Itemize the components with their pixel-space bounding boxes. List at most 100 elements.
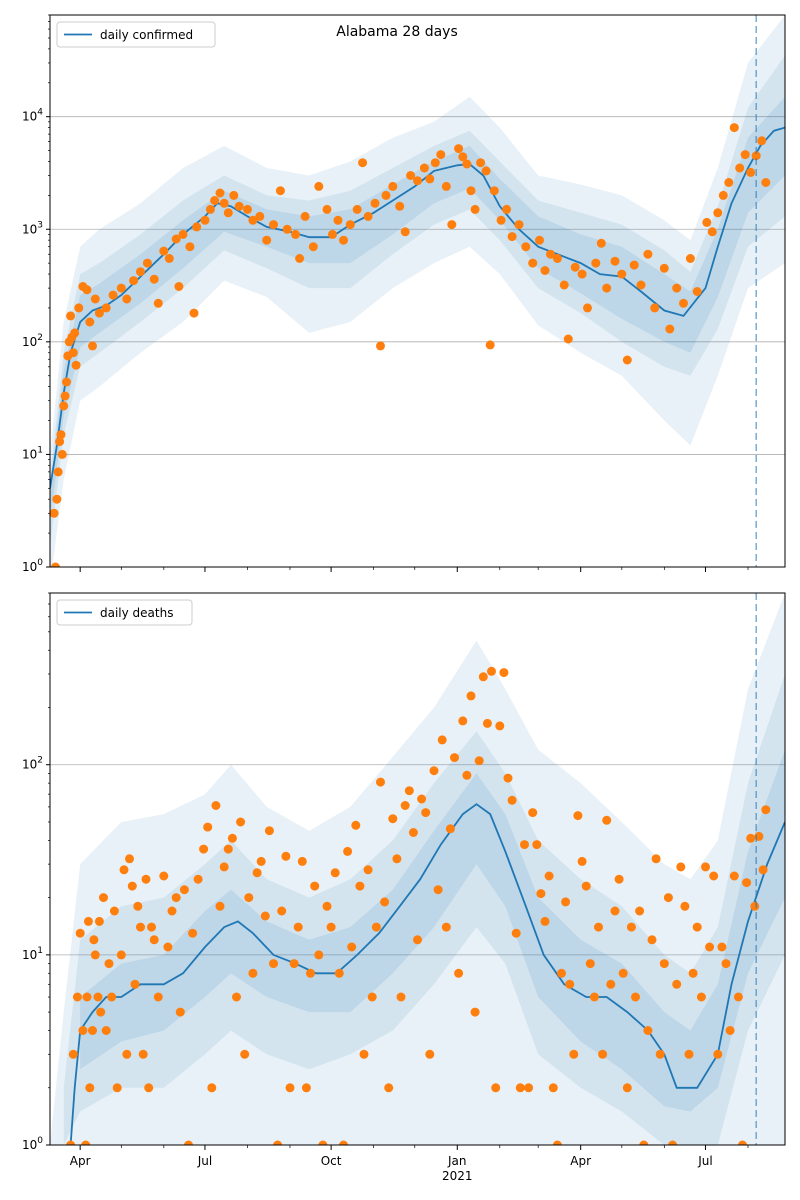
deaths-data-point — [487, 666, 496, 676]
deaths-data-point — [88, 1026, 97, 1035]
confirmed-data-point — [596, 238, 606, 248]
confirmed-model-line — [50, 126, 785, 489]
deaths-data-point — [376, 777, 385, 787]
confirmed-data-point — [751, 151, 761, 161]
confirmed-data-point — [702, 217, 712, 227]
deaths-data-point — [437, 735, 447, 745]
deaths-data-point — [738, 1140, 747, 1145]
deaths-data-point — [532, 840, 542, 850]
deaths-data-point — [639, 1140, 649, 1145]
chart-title: Alabama 28 days — [336, 24, 458, 40]
confirmed-data-point — [94, 308, 104, 318]
deaths-data-point — [219, 862, 229, 872]
confirmed-data-point — [85, 317, 95, 327]
confirmed-data-point — [629, 260, 639, 270]
deaths-data-point — [347, 942, 357, 952]
deaths-data-point — [408, 828, 418, 837]
deaths-data-point — [107, 992, 117, 1002]
deaths-xtick-label: Apr — [570, 1154, 591, 1168]
deaths-data-point — [273, 1140, 283, 1145]
deaths-data-point — [598, 1049, 608, 1059]
deaths-data-point — [515, 1083, 525, 1093]
deaths-data-point — [66, 1140, 76, 1145]
confirmed-data-point — [70, 328, 80, 338]
confirmed-data-point — [476, 158, 486, 168]
deaths-data-point — [729, 871, 739, 881]
deaths-data-point — [184, 1140, 193, 1145]
deaths-plot-area — [50, 593, 785, 1145]
deaths-data-point — [540, 916, 550, 926]
confirmed-data-point — [458, 152, 468, 162]
confirmed-ytick-label: 100 — [22, 558, 43, 574]
deaths-data-point — [293, 922, 303, 932]
confirmed-data-point — [88, 341, 97, 351]
deaths-axes-frame — [49, 592, 786, 1146]
confirmed-data-point — [295, 254, 305, 263]
confirmed-data-point — [761, 178, 771, 187]
confirmed-data-point — [300, 211, 310, 221]
deaths-data-point — [470, 1007, 480, 1017]
confirmed-data-point — [215, 188, 225, 198]
deaths-band-outer — [50, 593, 785, 1145]
deaths-legend: daily deaths — [56, 599, 193, 626]
deaths-data-point — [536, 889, 546, 899]
confirmed-legend-box — [56, 21, 216, 48]
deaths-data-point — [417, 794, 427, 804]
confirmed-legend: daily confirmed — [56, 21, 216, 48]
deaths-data-point — [761, 805, 771, 815]
deaths-data-point — [482, 718, 492, 728]
confirmed-data-point — [413, 176, 422, 186]
deaths-data-point — [635, 906, 645, 916]
deaths-data-point — [256, 856, 266, 866]
confirmed-data-point — [116, 283, 126, 293]
deaths-data-point — [396, 992, 406, 1002]
deaths-data-point — [269, 959, 278, 969]
confirmed-data-point — [441, 181, 451, 191]
confirmed-data-point — [229, 190, 239, 200]
confirmed-data-point — [314, 181, 324, 191]
deaths-data-point — [99, 893, 108, 903]
deaths-data-point — [421, 808, 431, 818]
deaths-ytick-label: 102 — [22, 756, 43, 772]
confirmed-data-point — [735, 163, 745, 173]
confirmed-data-point — [583, 303, 592, 313]
confirmed-data-point — [672, 283, 682, 293]
deaths-data-point — [207, 1083, 217, 1093]
confirmed-data-point — [679, 298, 688, 308]
confirmed-band-mid — [50, 55, 785, 548]
deaths-data-point — [159, 871, 169, 881]
confirmed-data-point — [223, 208, 233, 218]
confirmed-data-point — [178, 229, 188, 239]
deaths-data-point — [705, 942, 715, 952]
confirmed-data-point — [746, 167, 756, 177]
deaths-data-point — [577, 856, 587, 866]
confirmed-data-point — [322, 204, 332, 214]
deaths-data-point — [733, 992, 743, 1002]
deaths-data-point — [404, 786, 414, 796]
confirmed-data-point — [447, 220, 457, 230]
deaths-data-point — [503, 773, 513, 783]
deaths-data-point — [569, 1049, 579, 1059]
deaths-data-point — [306, 968, 315, 978]
deaths-data-point — [116, 950, 126, 960]
deaths-data-point — [466, 691, 476, 701]
deaths-data-point — [93, 992, 103, 1002]
deaths-data-point — [227, 833, 237, 843]
deaths-data-point — [610, 906, 620, 916]
deaths-data-point — [125, 854, 134, 864]
confirmed-data-point — [51, 562, 60, 567]
deaths-data-point — [68, 1049, 78, 1059]
deaths-data-point — [167, 906, 177, 916]
deaths-data-point — [260, 911, 270, 921]
confirmed-data-point — [430, 158, 440, 168]
deaths-data-point — [75, 928, 85, 938]
deaths-data-point — [334, 968, 344, 978]
deaths-data-point — [413, 935, 422, 945]
deaths-year-label: 2021 — [442, 1169, 473, 1183]
deaths-band-inner — [80, 749, 785, 1112]
confirmed-data-point — [406, 171, 416, 180]
deaths-data-point — [552, 1140, 562, 1145]
deaths-data-point — [171, 893, 181, 903]
deaths-data-point — [318, 1140, 328, 1145]
confirmed-data-point — [419, 163, 429, 173]
